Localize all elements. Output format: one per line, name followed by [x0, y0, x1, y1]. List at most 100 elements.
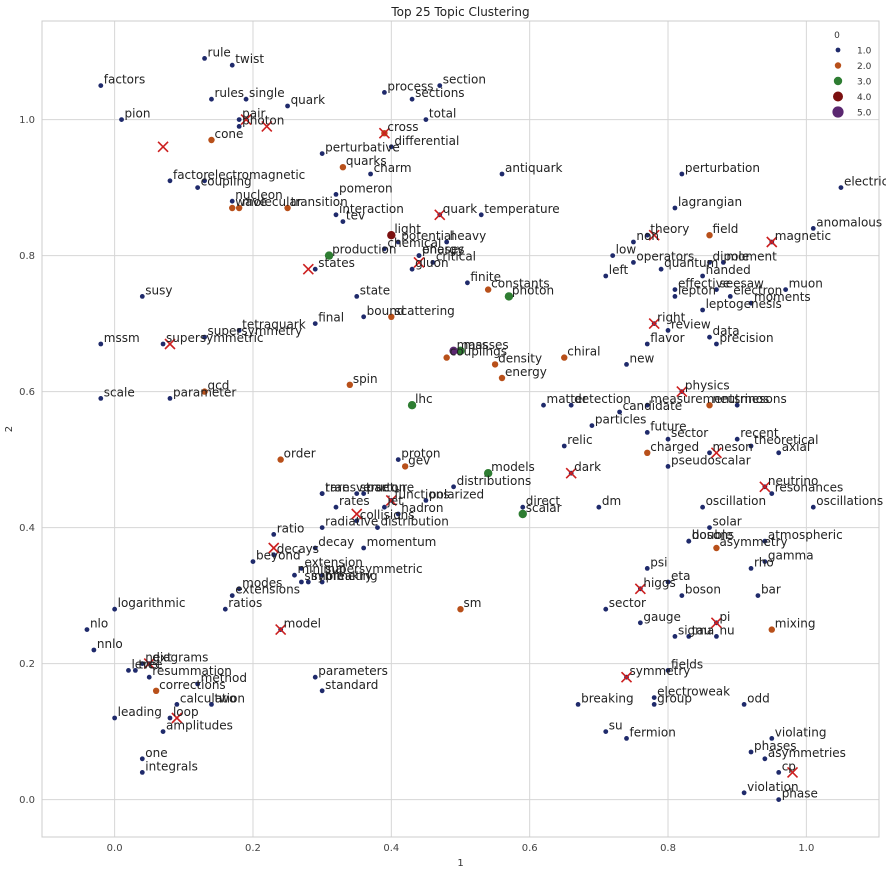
data-point	[762, 538, 768, 544]
point-label: state	[360, 283, 390, 297]
point-label: molecular	[242, 195, 302, 209]
point-label: charged	[650, 440, 699, 454]
data-point	[707, 260, 712, 265]
point-label: momentum	[367, 535, 437, 549]
data-point	[160, 729, 166, 734]
point-label: theory	[650, 222, 689, 236]
plot-frame	[41, 20, 880, 838]
point-label: leading	[118, 705, 162, 719]
point-label: symmetry	[630, 664, 691, 678]
point-label: sector	[609, 596, 646, 610]
data-point	[236, 586, 242, 592]
centroid-marker	[710, 617, 723, 629]
data-point	[644, 449, 651, 456]
point-label: extension	[304, 555, 363, 569]
point-label: distribution	[380, 515, 448, 529]
data-point	[361, 545, 367, 551]
point-label: temperature	[484, 202, 559, 216]
data-point	[484, 286, 492, 293]
point-label: integrals	[145, 759, 198, 773]
point-label: collisions	[360, 508, 415, 522]
point-label: data	[713, 324, 740, 338]
x-tick-label: 0.6	[522, 843, 538, 854]
point-label: supersymmetric	[325, 562, 422, 576]
data-point	[388, 144, 394, 150]
data-point	[382, 504, 387, 510]
point-label: light	[394, 222, 421, 236]
data-point	[202, 56, 207, 61]
centroid-marker	[634, 583, 646, 595]
point-label: matter	[547, 392, 588, 406]
point-label: pseudoscalar	[671, 453, 751, 467]
point-label: factors	[104, 73, 145, 87]
centroid-stroke	[351, 508, 363, 520]
point-label: transverse	[325, 481, 389, 495]
centroid-stroke	[143, 658, 155, 670]
y-tick-label: 0.8	[19, 251, 35, 262]
y-tick-label: 0.6	[19, 387, 35, 398]
point-label: two	[214, 691, 236, 705]
point-label: mssm	[104, 331, 140, 345]
data-point	[139, 294, 145, 299]
data-point	[209, 702, 214, 707]
data-point	[457, 606, 464, 613]
data-point	[741, 702, 747, 707]
data-point	[236, 117, 242, 122]
data-point	[229, 204, 236, 212]
point-label: scattering	[394, 304, 455, 318]
data-point	[354, 518, 360, 524]
data-point	[651, 702, 657, 707]
data-point	[734, 436, 740, 442]
data-point	[201, 388, 208, 395]
centroid-marker	[240, 114, 252, 126]
centroid-stroke	[620, 671, 633, 683]
data-point	[423, 498, 429, 503]
point-label: fermion	[630, 725, 676, 739]
point-label: bound	[367, 304, 405, 318]
data-point	[451, 484, 456, 490]
data-point	[748, 300, 754, 306]
point-label: production	[332, 243, 396, 257]
centroid-marker	[302, 263, 314, 275]
point-label: differential	[394, 134, 459, 148]
data-point	[700, 273, 706, 279]
centroid-marker	[171, 712, 183, 724]
centroid-marker	[710, 447, 723, 459]
point-label: su	[609, 719, 623, 733]
point-label: cone	[214, 127, 243, 141]
point-label: violation	[747, 780, 798, 794]
data-point	[478, 212, 484, 218]
data-point	[167, 178, 173, 184]
data-point	[160, 341, 166, 347]
data-point	[810, 504, 816, 510]
data-point	[734, 402, 740, 408]
data-point	[312, 266, 318, 272]
data-point	[456, 346, 465, 355]
data-point	[284, 204, 291, 212]
data-point	[195, 185, 201, 191]
data-point	[727, 294, 733, 299]
data-point	[644, 341, 650, 347]
centroid-stroke	[275, 624, 287, 636]
centroid-marker	[164, 338, 176, 350]
point-label: nu	[719, 623, 734, 637]
point-label: gamma	[768, 549, 814, 563]
point-label: right	[657, 311, 685, 325]
data-point	[174, 702, 180, 707]
point-label: gev	[408, 453, 430, 467]
centroid-stroke	[378, 127, 390, 139]
data-point	[603, 729, 609, 734]
point-label: non	[636, 229, 659, 243]
point-label: extensions	[235, 583, 300, 597]
point-label: lagrangian	[678, 195, 742, 209]
legend-entry-label: 5.0	[857, 109, 872, 119]
centroid-stroke	[710, 447, 723, 459]
data-point	[401, 463, 409, 470]
data-point	[285, 103, 290, 109]
point-label: rules	[214, 86, 244, 100]
point-label: boson	[685, 583, 721, 597]
point-label: antiquark	[505, 161, 563, 175]
data-point	[672, 634, 678, 639]
point-label: chiral	[567, 345, 600, 359]
point-label: rho	[754, 555, 774, 569]
